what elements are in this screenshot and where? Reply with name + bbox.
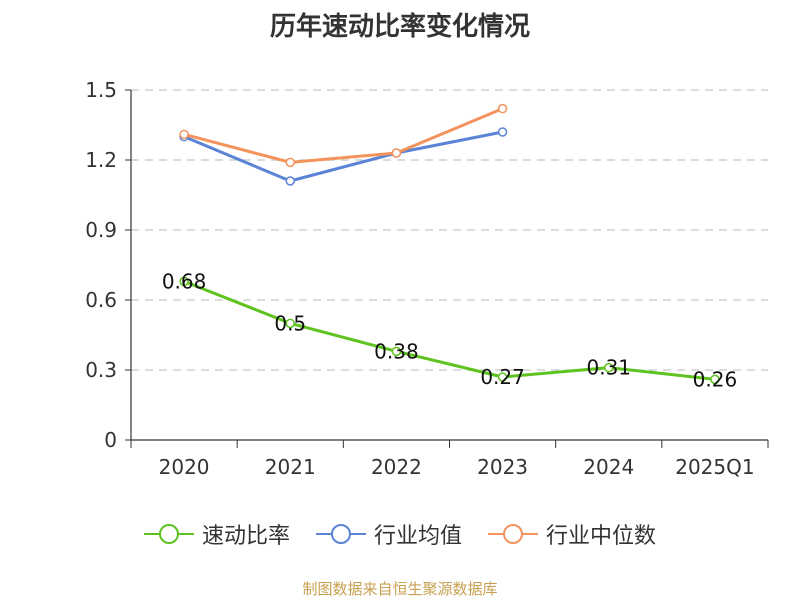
legend-item[interactable]: 行业中位数: [488, 518, 656, 550]
data-point: [285, 157, 295, 168]
data-label: 0.68: [162, 269, 207, 293]
legend: 速动比率 行业均值 行业中位数: [0, 518, 800, 550]
legend-marker: [158, 524, 179, 544]
data-label: 0.5: [274, 311, 306, 335]
y-tick-label: 1.2: [85, 148, 117, 172]
data-point: [391, 148, 402, 158]
y-tick-label: 0.3: [85, 358, 117, 382]
y-tick-label: 0.9: [85, 218, 117, 242]
x-tick-label: 2023: [477, 455, 528, 479]
data-point: [497, 103, 508, 114]
legend-item[interactable]: 行业均值: [315, 518, 462, 550]
data-label: 0.27: [480, 365, 525, 389]
data-point: [179, 276, 189, 287]
data-point: [710, 374, 720, 385]
data-labels: 0.68 0.5 0.38 0.27 0.31 0.26: [162, 269, 737, 391]
x-tick-label: 2022: [371, 455, 422, 479]
legend-label: 行业中位数: [546, 524, 657, 549]
series-lines: [179, 103, 720, 385]
series-line: [183, 279, 716, 381]
x-tick-label: 2024: [583, 455, 634, 479]
data-point: [179, 129, 189, 140]
legend-item[interactable]: 速动比率: [143, 518, 290, 550]
data-point: [391, 346, 402, 357]
data-label: 0.31: [586, 356, 631, 380]
chart-title: 历年速动比率变化情况: [269, 12, 530, 42]
data-point: [497, 372, 508, 382]
legend-marker: [503, 524, 523, 544]
x-tick-label: 2020: [159, 455, 210, 479]
data-point: [604, 362, 614, 373]
y-tick-label: 1.5: [85, 78, 117, 102]
series-line: [183, 130, 503, 183]
source-note: 制图数据来自恒生聚源数据库: [302, 580, 498, 598]
legend-marker: [330, 524, 351, 544]
legend-swatch: [488, 524, 538, 544]
legend-label: 行业均值: [373, 524, 462, 549]
x-tick-label: 2021: [265, 455, 316, 479]
y-tick-label: 0: [104, 428, 117, 452]
data-label: 0.26: [693, 367, 738, 391]
axes: 0 0.3 0.6 0.9 1.2 1.5 2020 2021 2022 2023 2024 2025…: [85, 78, 769, 479]
data-point: [285, 176, 295, 186]
data-label: 0.38: [374, 339, 419, 363]
x-tick-label: 2025Q1: [675, 455, 754, 479]
legend-label: 速动比率: [201, 524, 290, 549]
legend-swatch: [315, 524, 366, 544]
legend-swatch: [143, 524, 194, 544]
data-point: [285, 318, 295, 329]
y-tick-label: 0.6: [85, 288, 117, 312]
data-point: [497, 127, 508, 137]
series-line: [183, 107, 504, 164]
